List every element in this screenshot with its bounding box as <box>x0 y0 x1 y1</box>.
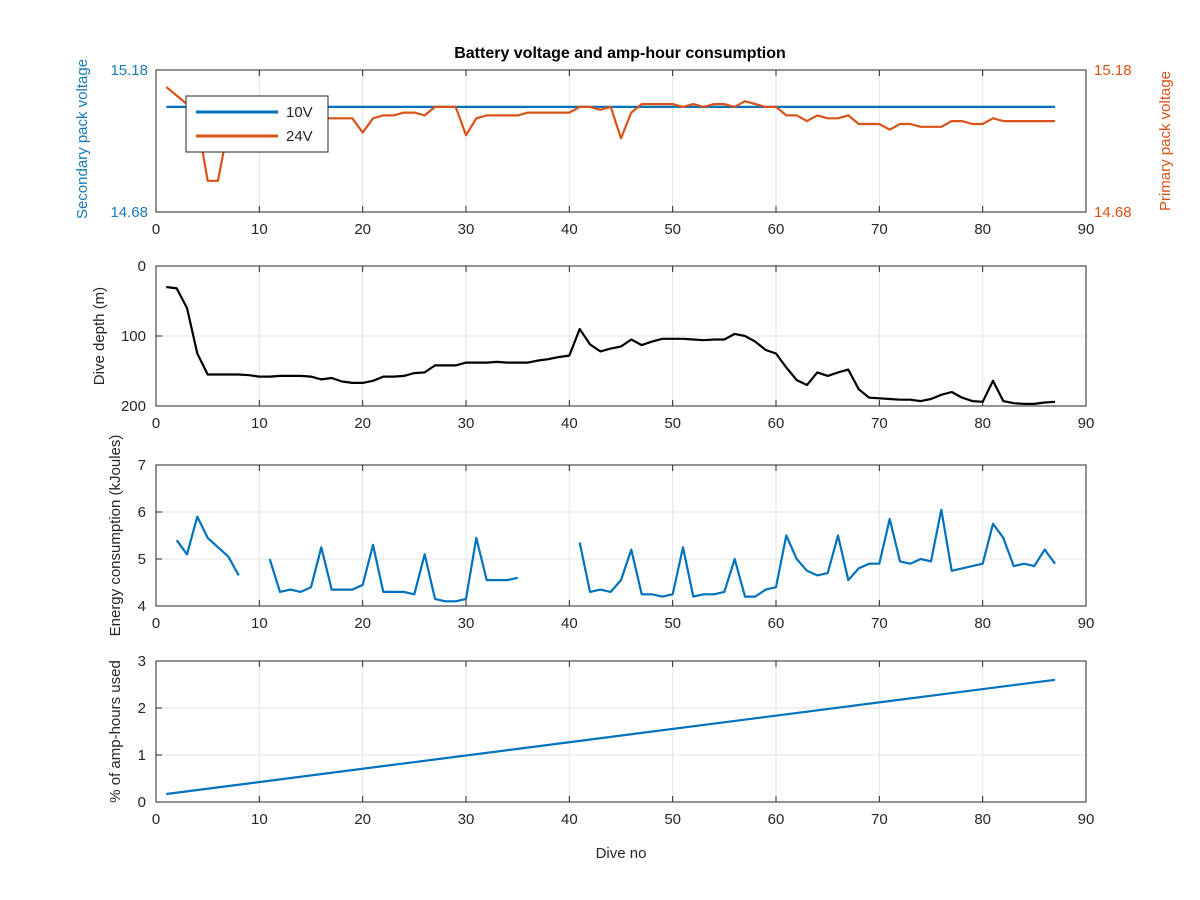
x-tick-label: 10 <box>251 221 268 238</box>
y-axis-label: Dive depth (m) <box>91 287 108 385</box>
y-tick-label-right: 14.68 <box>1094 204 1132 221</box>
x-tick-label: 30 <box>458 415 475 432</box>
y-axis-label-right: Primary pack voltage <box>1157 71 1174 211</box>
axes-box <box>155 69 1087 213</box>
x-tick-label: 50 <box>664 221 681 238</box>
x-tick-label: 60 <box>768 221 785 238</box>
y-tick-label: 200 <box>121 398 146 415</box>
x-tick-label: 10 <box>251 811 268 828</box>
series-line-1-seg-1 <box>175 515 240 576</box>
x-tick-label: 0 <box>152 615 160 632</box>
series-line-1 <box>166 285 1056 405</box>
x-tick-label: 50 <box>664 615 681 632</box>
subplot-1: 0 10 20 30 40 50 60 70 80 9014.6815.1814.6815.18S… <box>74 59 1174 238</box>
y-tick-label: 0 <box>138 794 146 811</box>
x-tick-label: 20 <box>354 615 371 632</box>
x-tick-label: 20 <box>354 811 371 828</box>
y-tick-label: 100 <box>121 328 146 345</box>
y-tick-label: 3 <box>138 653 146 670</box>
series-line-1-seg-3 <box>578 508 1056 598</box>
subplots: 0 10 20 30 40 50 60 70 80 9014.6815.1814.6815.18S… <box>74 59 1174 862</box>
x-tick-label: 80 <box>974 415 991 432</box>
legend-box <box>185 95 329 153</box>
subplot-3: 0 10 20 30 40 50 60 70 80 90 4 5 6 7 Energy consumptio… <box>107 435 1094 637</box>
x-tick-label: 50 <box>664 415 681 432</box>
x-tick-label: 70 <box>871 221 888 238</box>
x-tick-label: 30 <box>458 811 475 828</box>
chart-title: Battery voltage and amp-hour consumption <box>454 45 786 62</box>
x-tick-label: 40 <box>561 415 578 432</box>
x-tick-label: 60 <box>768 615 785 632</box>
axes-box <box>155 660 1087 803</box>
x-tick-label: 80 <box>974 615 991 632</box>
x-tick-label: 40 <box>561 811 578 828</box>
x-axis-label: Dive no <box>596 845 647 862</box>
x-tick-label: 0 <box>152 415 160 432</box>
legend-label-10V: 10V <box>286 104 313 121</box>
x-tick-label: 90 <box>1078 811 1095 828</box>
x-tick-label: 70 <box>871 811 888 828</box>
x-tick-label: 90 <box>1078 221 1095 238</box>
x-tick-label: 10 <box>251 615 268 632</box>
x-tick-label: 70 <box>871 415 888 432</box>
x-tick-label: 80 <box>974 811 991 828</box>
y-tick-label-left: 14.68 <box>110 204 148 221</box>
x-tick-label: 90 <box>1078 615 1095 632</box>
series-line-1 <box>166 678 1056 796</box>
x-tick-label: 30 <box>458 615 475 632</box>
x-tick-label: 20 <box>354 221 371 238</box>
y-tick-label: 0 <box>138 258 146 275</box>
y-tick-label-left: 15.18 <box>110 62 148 79</box>
series-line-1-seg-2 <box>268 536 518 603</box>
y-axis-label: Energy consumption (kJoules) <box>107 435 124 637</box>
x-tick-label: 50 <box>664 811 681 828</box>
y-tick-label: 2 <box>138 700 146 717</box>
y-tick-label: 1 <box>138 747 146 764</box>
x-tick-label: 40 <box>561 221 578 238</box>
x-tick-label: 60 <box>768 811 785 828</box>
x-tick-label: 90 <box>1078 415 1095 432</box>
x-tick-label: 70 <box>871 615 888 632</box>
x-tick-label: 10 <box>251 415 268 432</box>
subplot-4: 0 10 20 30 40 50 60 70 80 90 0 1 2 3 % of amp-hours us… <box>107 653 1094 862</box>
x-tick-label: 80 <box>974 221 991 238</box>
axes-box <box>155 464 1087 607</box>
legend-label-24V: 24V <box>286 128 313 145</box>
x-tick-label: 60 <box>768 415 785 432</box>
x-tick-label: 30 <box>458 221 475 238</box>
y-axis-label-left: Secondary pack voltage <box>74 59 91 219</box>
x-tick-label: 0 <box>152 221 160 238</box>
subplot-2: 0 10 20 30 40 50 60 70 80 90 0 100 200 Dive depth (m) <box>91 258 1094 432</box>
x-tick-label: 40 <box>561 615 578 632</box>
y-tick-label: 5 <box>138 551 146 568</box>
x-tick-label: 0 <box>152 811 160 828</box>
y-tick-label-right: 15.18 <box>1094 62 1132 79</box>
y-tick-label: 6 <box>138 504 146 521</box>
y-tick-label: 7 <box>138 457 146 474</box>
y-axis-label: % of amp-hours used <box>107 660 124 803</box>
x-tick-label: 20 <box>354 415 371 432</box>
y-tick-label: 4 <box>138 598 146 615</box>
